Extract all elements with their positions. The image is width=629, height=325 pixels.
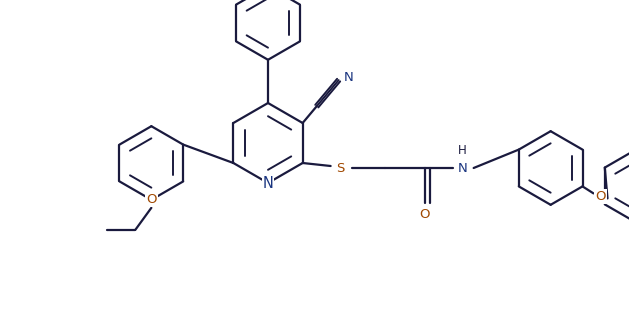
Text: N: N	[458, 162, 467, 175]
Text: O: O	[420, 207, 430, 220]
Text: O: O	[595, 190, 606, 203]
Text: H: H	[459, 144, 467, 157]
Text: O: O	[146, 193, 157, 206]
Text: S: S	[337, 162, 345, 175]
Text: N: N	[262, 176, 274, 190]
Text: N: N	[344, 71, 353, 84]
